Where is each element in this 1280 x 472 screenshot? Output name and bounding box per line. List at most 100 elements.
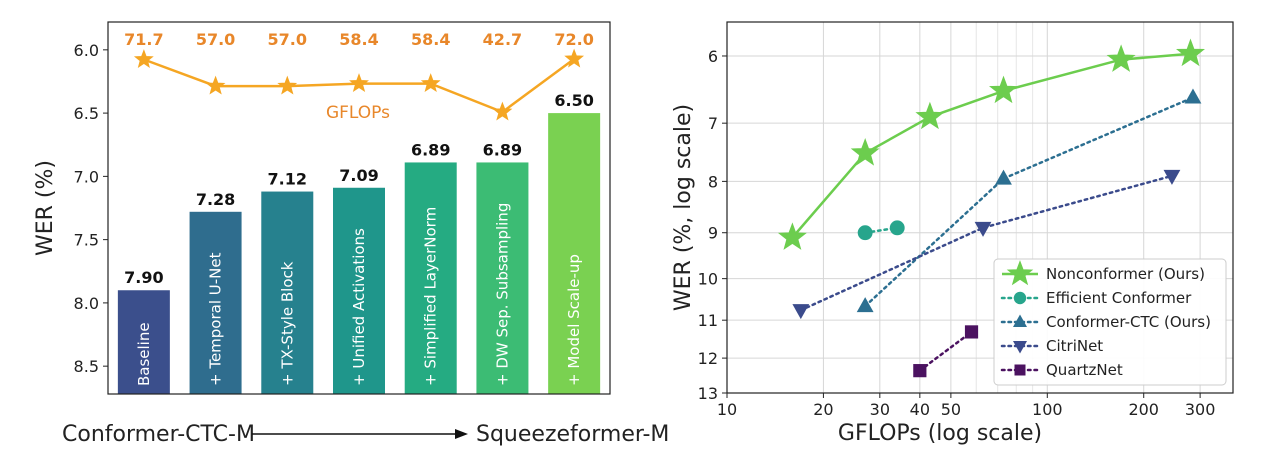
gflops-value-label: 57.0 <box>268 30 307 49</box>
square-marker <box>964 325 979 339</box>
gflops-star-marker <box>277 75 298 95</box>
circle-marker <box>1013 291 1027 305</box>
triangle-up-marker <box>1013 314 1027 327</box>
triangle-down-marker <box>1163 169 1181 185</box>
left-y-tick-label: 7.0 <box>74 167 99 186</box>
right-y-axis-label: WER (%, log scale) <box>671 104 696 311</box>
bar <box>189 211 242 394</box>
bar-value-label: 6.89 <box>483 140 522 159</box>
right-x-axis-label: GFLOPs (log scale) <box>838 421 1042 446</box>
star-marker <box>1176 38 1205 67</box>
bar-value-label: 6.50 <box>554 91 593 110</box>
square-marker <box>913 364 927 378</box>
bar-category-label: + Temporal U-Net <box>207 252 225 386</box>
bar <box>333 187 385 394</box>
star-marker <box>777 222 807 250</box>
annotation-left-text: Conformer-CTC-M <box>62 422 255 447</box>
triangle-down-marker <box>792 304 810 320</box>
legend-entry-label: QuartzNet <box>1046 361 1123 379</box>
star-marker <box>1006 260 1034 286</box>
bar-value-label: 7.90 <box>124 268 163 287</box>
bar <box>548 113 601 394</box>
series-line <box>799 174 1174 312</box>
right-x-tick-label: 300 <box>1185 400 1216 419</box>
bar <box>476 162 529 394</box>
square-marker <box>1014 364 1026 376</box>
star-marker <box>850 138 880 166</box>
triangle-up-marker <box>856 297 874 313</box>
gflops-star-marker <box>133 49 154 68</box>
left-y-tick-label: 8.5 <box>74 357 99 376</box>
gflops-value-label: 58.4 <box>411 30 450 49</box>
right-plot-frame <box>726 21 1234 394</box>
gflops-value-label: 42.7 <box>483 30 522 49</box>
right-y-tick-label: 6 <box>708 47 718 66</box>
legend-box <box>993 258 1227 386</box>
bar <box>117 290 170 394</box>
right-y-tick-label: 11 <box>698 311 718 330</box>
left-gflops-line: 71.7 57.0 57.0 58.4 58.4 42.7 72.0 GFLOPs <box>124 30 594 123</box>
right-x-tick-label: 200 <box>1128 400 1159 419</box>
annotation-right-text: Squeezeformer-M <box>476 422 669 447</box>
right-x-tick-label: 30 <box>870 400 890 419</box>
triangle-up-marker <box>1184 88 1202 104</box>
bar <box>404 162 457 394</box>
left-bars: 7.90 Baseline 7.28 + Temporal U-Net 7.12 + TX… <box>117 91 601 394</box>
left-plot-frame <box>107 21 611 395</box>
gflops-star-marker <box>564 48 585 68</box>
right-y-tick-label: 10 <box>698 270 718 289</box>
left-y-tick-label: 8.0 <box>74 294 99 313</box>
left-y-axis-label: WER (%) <box>33 160 58 256</box>
bar <box>261 191 314 394</box>
triangle-up-marker <box>995 169 1012 185</box>
right-x-tick-label: 100 <box>1032 400 1063 419</box>
left-y-ticks: 6.0 6.5 7.0 7.5 8.0 8.5 <box>74 41 108 376</box>
right-y-tick-label: 9 <box>708 224 718 243</box>
right-y-tick-label: 7 <box>708 114 718 133</box>
gflops-value-label: 71.7 <box>124 30 163 49</box>
gflops-star-marker <box>492 101 513 121</box>
series-line <box>918 330 973 372</box>
gflops-value-label: 58.4 <box>339 30 378 49</box>
triangle-down-marker <box>1013 341 1027 354</box>
triangle-down-marker <box>974 221 992 237</box>
legend-entry-label: CitriNet <box>1046 337 1103 355</box>
right-x-tick-label: 50 <box>941 400 961 419</box>
series-conformer-ctc-ours <box>856 88 1202 313</box>
gflops-series-label: GFLOPs <box>326 103 390 123</box>
series-line <box>791 52 1191 239</box>
bar-category-label: + Unified Activations <box>350 228 368 386</box>
gflops-star-marker <box>205 75 226 95</box>
bar-value-label: 7.28 <box>196 190 235 209</box>
right-axis-ticks: 10 20 30 40 50 100 200 300 6 7 8 9 10 11 12 13 <box>698 47 1216 419</box>
series-nonconformer-ours <box>777 38 1205 250</box>
bar-value-label: 7.12 <box>268 170 307 189</box>
left-y-tick-label: 6.5 <box>74 104 99 123</box>
legend-entry-label: Nonconformer (Ours) <box>1046 265 1205 283</box>
left-y-tick-label: 7.5 <box>74 231 99 250</box>
bar-category-label: + Simplified LayerNorm <box>422 207 440 386</box>
annotation-arrow-head <box>455 429 468 439</box>
gflops-star-marker <box>420 73 441 93</box>
gflops-value-label: 72.0 <box>554 30 593 49</box>
star-marker <box>915 101 945 130</box>
circle-marker <box>889 220 905 236</box>
right-legend: Nonconformer (Ours) Efficient Conformer Co… <box>993 258 1227 386</box>
right-x-tick-label: 40 <box>910 400 930 419</box>
star-marker <box>1106 44 1136 72</box>
model-transition-annotation: Conformer-CTC-M Squeezeformer-M <box>62 422 669 447</box>
right-y-tick-label: 13 <box>698 384 718 403</box>
bar-value-label: 7.09 <box>339 166 378 185</box>
bar-value-label: 6.89 <box>411 140 450 159</box>
right-y-tick-label: 12 <box>698 349 718 368</box>
star-marker <box>989 75 1018 104</box>
bar-category-label: + TX-Style Block <box>278 261 296 386</box>
right-series <box>777 38 1205 378</box>
series-quartznet <box>913 325 979 378</box>
left-y-tick-label: 6.0 <box>74 41 99 60</box>
legend-entry-label: Efficient Conformer <box>1046 289 1192 307</box>
right-x-tick-label: 20 <box>813 400 833 419</box>
series-efficient-conformer <box>857 220 905 241</box>
